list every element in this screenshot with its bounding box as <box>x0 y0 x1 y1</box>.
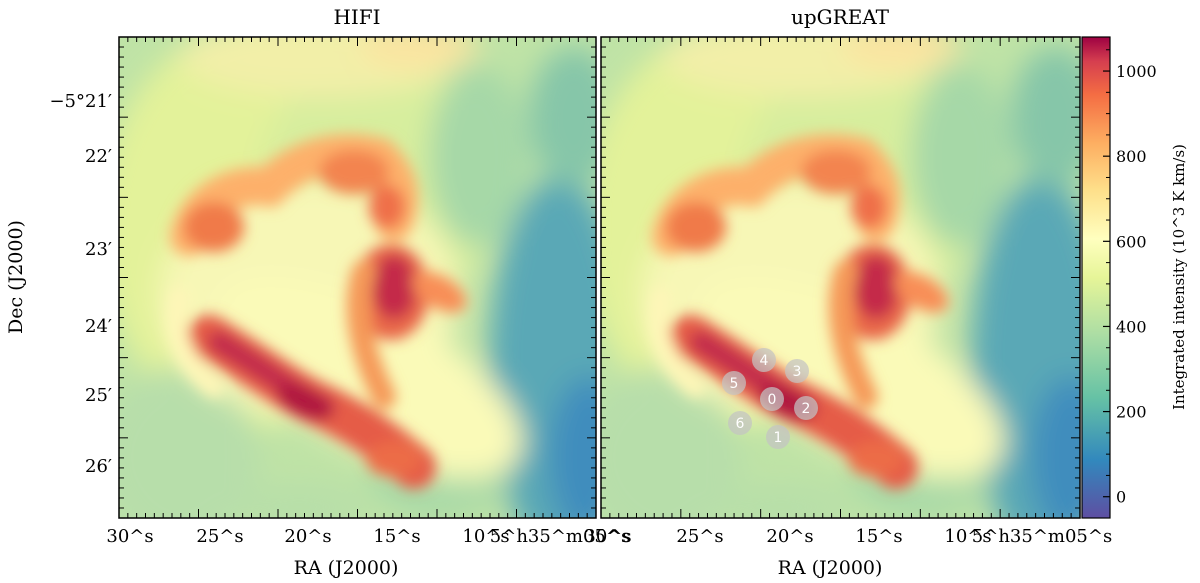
ra-tick-label: 30^s <box>584 526 631 547</box>
dec-tick-labels: −5°21′ 22′ 23′ 24′ 25′ 26′ <box>49 91 112 477</box>
colorbar-tick-label: 0 <box>1116 488 1126 507</box>
dec-tick-label: 26′ <box>85 456 112 477</box>
colorbar-ticks: 0 200 400 600 800 1000 <box>1103 49 1157 507</box>
ra-tick-label: 15^s <box>373 526 420 547</box>
ra-tick-label: 20^s <box>766 526 813 547</box>
colorbar-tick-label: 600 <box>1116 232 1147 251</box>
colorbar: 0 200 400 600 800 1000 Integrated intensity (… <box>1081 36 1188 519</box>
beam-marker <box>794 396 818 420</box>
beam-marker <box>766 425 790 449</box>
beam-label: 1 <box>774 430 783 446</box>
beam-label: 4 <box>760 353 769 369</box>
hifi-x-axis-label: RA (J2000) <box>294 557 399 579</box>
hifi-minor-ticks <box>119 37 596 518</box>
hifi-panel: HIFI <box>99 5 629 557</box>
ra-tick-label: 15^s <box>855 526 902 547</box>
dec-tick-label: 23′ <box>85 239 112 260</box>
upgreat-x-axis-label: RA (J2000) <box>778 557 883 579</box>
beam-label: 3 <box>793 364 802 380</box>
y-axis-label: Dec (J2000) <box>5 220 27 334</box>
upgreat-minor-ticks <box>601 37 1080 518</box>
beam-marker <box>728 411 752 435</box>
beam-marker <box>752 348 776 372</box>
hifi-ra-tick-labels: 30^s 25^s 20^s 15^s 10^s 5^h35^m05^s <box>106 526 630 547</box>
dec-tick-label: 25′ <box>85 385 112 406</box>
colorbar-label: Integrated intensity (10^3 K km/s) <box>1170 144 1188 410</box>
upgreat-title: upGREAT <box>791 5 890 29</box>
ra-tick-label: 5^h35^m05^s <box>490 526 630 547</box>
hifi-map <box>99 17 629 557</box>
beam-label: 0 <box>768 392 777 408</box>
colorbar-tick-label: 200 <box>1116 403 1147 422</box>
hifi-title: HIFI <box>333 5 380 29</box>
ra-tick-label: 30^s <box>106 526 153 547</box>
beam-label: 5 <box>730 376 739 392</box>
beam-markers: 0 1 2 3 4 5 6 <box>722 348 818 449</box>
upgreat-map <box>581 17 1111 557</box>
beam-marker <box>760 387 784 411</box>
ra-tick-label: 5^h35^m05^s <box>972 526 1112 547</box>
beam-marker <box>785 359 809 383</box>
dec-tick-label: −5°21′ <box>49 91 112 112</box>
upgreat-panel: upGREAT 0 1 2 3 4 5 6 <box>581 5 1111 557</box>
dec-tick-label: 22′ <box>85 146 112 167</box>
ra-tick-label: 25^s <box>676 526 723 547</box>
ra-tick-label: 10^s <box>944 526 991 547</box>
beam-label: 6 <box>736 416 745 432</box>
ra-tick-label: 10^s <box>462 526 509 547</box>
beam-marker <box>722 371 746 395</box>
beam-label: 2 <box>802 401 811 417</box>
colorbar-gradient <box>1082 37 1110 518</box>
colorbar-tick-label: 1000 <box>1116 62 1157 81</box>
dec-tick-label: 24′ <box>85 316 112 337</box>
ra-tick-label: 25^s <box>196 526 243 547</box>
colorbar-tick-label: 400 <box>1116 317 1147 336</box>
ra-tick-label: 20^s <box>284 526 331 547</box>
upgreat-ra-tick-labels: 30^s 25^s 20^s 15^s 10^s 5^h35^m05^s <box>584 526 1112 547</box>
colorbar-tick-label: 800 <box>1116 147 1147 166</box>
